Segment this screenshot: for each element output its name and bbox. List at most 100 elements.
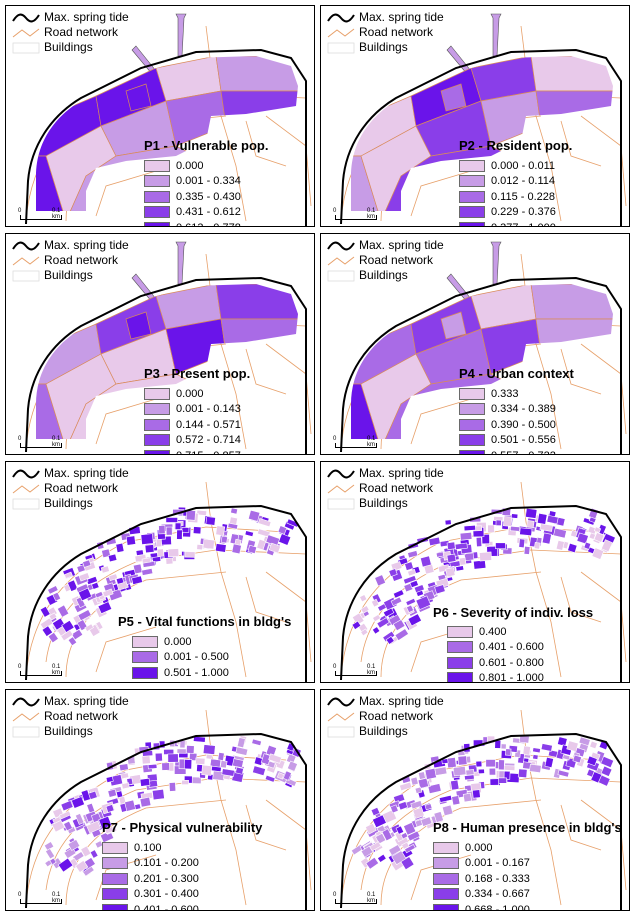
building-footprint [518,538,526,549]
building-footprint [75,596,86,609]
scale-bar-line [335,443,377,448]
legend-row-tide: Max. spring tide [327,694,444,709]
spring-tide-line [340,732,622,910]
legend-row-buildings: Buildings [327,40,444,55]
class-row: 0.000 [144,158,241,174]
building-footprint [446,541,456,551]
building-box-symbol [12,42,40,53]
scale-bar-line [20,215,62,220]
building-footprint [57,857,74,873]
building-footprint [400,856,415,871]
zone-polygon [105,398,137,420]
class-legend: 0.000 0.001 - 0.167 0.168 - 0.333 0.334 - 0… [433,840,530,910]
scale-bar: 0 0.1 km [331,664,383,678]
building-footprint [251,738,262,747]
class-swatch [144,449,170,454]
building-footprint [465,769,475,776]
class-label: 0.501 - 1.000 [164,666,229,679]
map-panel-p6: Max. spring tide Road network Buildings P6 … [320,461,630,683]
building-footprint [562,754,571,761]
building-footprint [185,745,195,754]
building-footprint [369,841,382,852]
class-swatch [459,190,485,203]
building-footprint [195,757,206,765]
class-row: 0.229 - 0.376 [459,205,556,221]
class-row: 0.334 - 0.389 [459,402,556,418]
class-label: 0.000 - 0.011 [491,159,556,172]
building-footprint [107,553,118,563]
building-footprint [260,753,272,766]
building-footprint [94,591,104,599]
building-footprint [139,796,152,808]
class-swatch [144,418,170,431]
building-footprint [286,760,298,772]
class-swatch [447,641,473,654]
road-line [580,343,627,435]
scale-bar: 0 0.1 km [331,208,383,222]
building-footprint [477,768,485,775]
tide-line-symbol [327,241,355,250]
class-label: 0.400 [479,625,507,638]
building-footprint [147,763,158,770]
building-footprint [64,571,73,579]
class-label: 0.001 - 0.334 [176,175,241,188]
buildings-layer [43,735,302,877]
building-footprint [97,601,113,615]
class-row: 0.333 [459,386,556,402]
building-footprint [365,856,380,870]
road-line [265,343,312,435]
class-swatch [144,175,170,188]
legend-row-road: Road network [327,253,444,268]
class-swatch [144,403,170,416]
legend-row-tide: Max. spring tide [327,10,444,25]
building-footprint [434,584,446,595]
building-box-symbol [12,726,40,737]
building-footprint [578,736,591,747]
scale-label-zero: 0 [333,436,337,442]
class-label: 0.101 - 0.200 [134,857,199,870]
building-footprint [405,597,417,607]
building-footprint [167,753,179,763]
zone-polygon [535,90,613,127]
panel-title: P2 - Resident pop. [459,138,573,153]
building-footprint [77,587,93,602]
building-footprint [219,760,228,769]
scale-bar: 0 0.1 km [16,436,68,450]
building-footprint [247,544,258,555]
building-footprint [495,519,502,526]
common-legend: Max. spring tide Road network Buildings [327,238,444,283]
building-footprint [244,530,254,537]
building-footprint [184,551,196,558]
class-label: 0.390 - 0.500 [491,418,556,431]
building-footprint [131,575,143,585]
class-row: 0.715 - 0.857 [144,448,241,454]
scale-bar: 0 0.1 km [16,208,68,222]
building-footprint [487,524,495,533]
class-label: 0.000 [176,387,204,400]
legend-row-road: Road network [327,481,444,496]
building-footprint [392,619,406,632]
class-row: 0.334 - 0.667 [433,887,530,903]
building-footprint [47,631,59,644]
class-label: 0.334 - 0.667 [465,888,530,901]
panel-title: P7 - Physical vulnerability [102,820,263,835]
building-footprint [144,544,155,554]
zone-polygon [530,56,613,92]
legend-row-road: Road network [12,709,129,724]
building-footprint [381,828,393,842]
class-label: 0.012 - 0.114 [491,175,556,188]
building-footprint [359,594,368,603]
pier-shape [175,241,187,285]
legend-label-tide: Max. spring tide [359,10,444,24]
class-swatch [102,841,128,854]
legend-label-buildings: Buildings [44,268,93,282]
legend-label-tide: Max. spring tide [44,10,129,24]
class-row: 0.100 [102,840,199,856]
building-footprint [91,581,100,590]
building-footprint [115,542,125,553]
building-box-symbol [327,42,355,53]
map-canvas [25,481,312,682]
class-label: 0.334 - 0.389 [491,403,556,416]
building-footprint [63,847,77,859]
building-footprint [463,524,476,532]
